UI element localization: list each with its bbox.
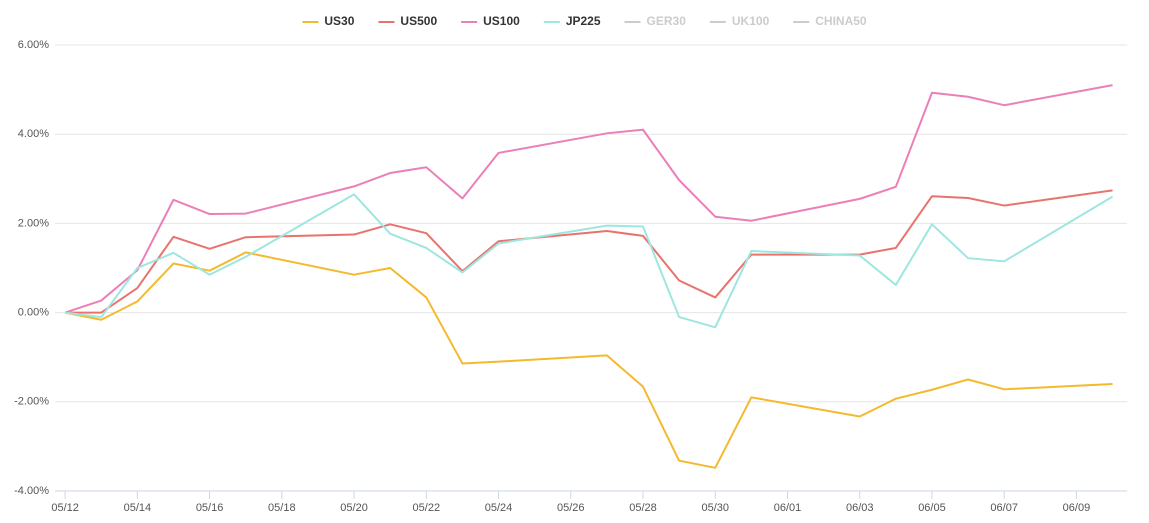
- y-tick-label: -4.00%: [14, 485, 49, 497]
- legend-label: GER30: [647, 14, 687, 28]
- x-tick-label: 06/09: [1063, 502, 1091, 514]
- x-tick-label: 05/14: [124, 502, 152, 514]
- legend-label: UK100: [732, 14, 770, 28]
- legend-item[interactable]: US500: [378, 14, 437, 28]
- legend-item[interactable]: JP225: [543, 14, 601, 28]
- x-tick-label: 06/07: [990, 502, 1018, 514]
- y-tick-label: 6.00%: [18, 39, 49, 51]
- legend-label: US30: [324, 14, 354, 28]
- series-line: [64, 193, 1114, 329]
- series-line: [64, 84, 1113, 314]
- x-tick-label: 06/03: [846, 502, 874, 514]
- y-tick-label: -2.00%: [14, 396, 49, 408]
- x-tick-label: 05/16: [196, 502, 224, 514]
- x-tick-label: 05/30: [701, 502, 729, 514]
- x-tick-label: 05/28: [629, 502, 657, 514]
- legend-item[interactable]: US30: [302, 14, 355, 28]
- y-tick-label: 2.00%: [18, 217, 49, 229]
- series-line: [64, 251, 1113, 469]
- legend-item[interactable]: UK100: [709, 14, 770, 28]
- legend-item[interactable]: US100: [461, 14, 520, 28]
- x-tick-label: 06/01: [774, 502, 802, 514]
- y-tick-label: 4.00%: [18, 128, 49, 140]
- series-line: [65, 189, 1113, 314]
- legend-label: CHINA50: [815, 14, 867, 28]
- x-tick-label: 05/26: [557, 502, 585, 514]
- x-tick-label: 05/24: [485, 502, 513, 514]
- x-tick-label: 06/05: [918, 502, 946, 514]
- legend-item[interactable]: CHINA50: [793, 14, 867, 28]
- x-tick-label: 05/12: [51, 502, 79, 514]
- x-tick-label: 05/18: [268, 502, 296, 514]
- legend-label: US500: [400, 14, 437, 28]
- legend-label: US100: [483, 14, 520, 28]
- x-tick-label: 05/20: [340, 502, 368, 514]
- x-tick-label: 05/22: [413, 502, 441, 514]
- y-tick-label: 0.00%: [18, 307, 49, 319]
- legend: US30 US500 US100 JP225 GER30 UK100 CHINA50: [302, 14, 867, 28]
- legend-label: JP225: [566, 14, 601, 28]
- legend-item[interactable]: GER30: [624, 14, 687, 28]
